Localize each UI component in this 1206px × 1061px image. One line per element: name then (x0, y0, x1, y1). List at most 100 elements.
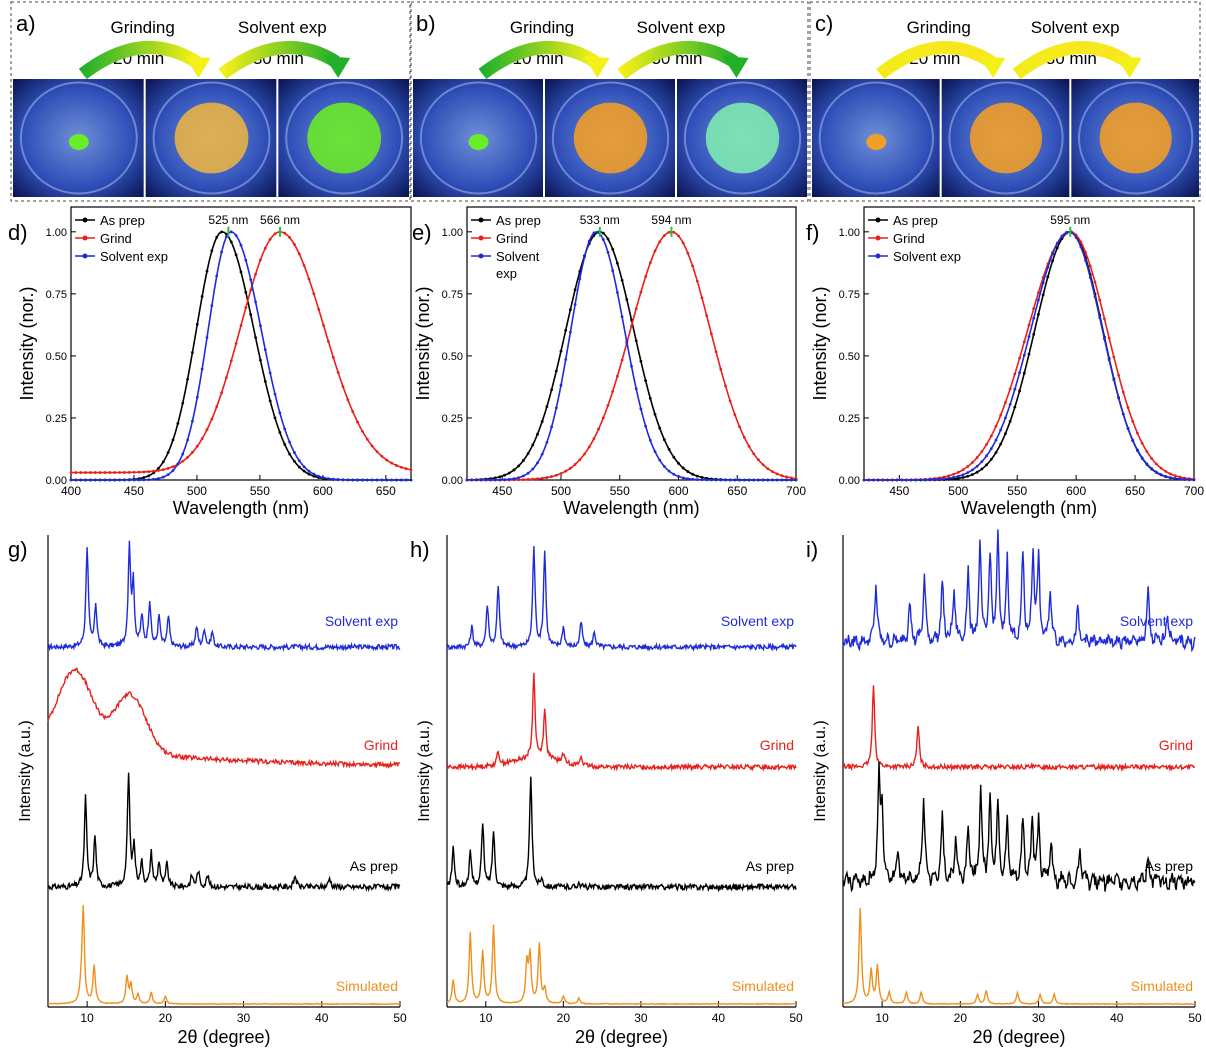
series-marker-solvent_exp (705, 478, 709, 482)
series-marker-solvent_exp (470, 478, 474, 482)
series-marker-as_prep (961, 476, 965, 479)
series-marker-solvent_exp (872, 478, 875, 482)
x-tick-label: 20 (159, 1011, 173, 1025)
series-marker-as_prep (681, 466, 685, 470)
series-marker-solvent_exp (658, 458, 662, 462)
series-marker-solvent_exp (1136, 448, 1139, 452)
series-marker-grind (152, 469, 155, 473)
series-marker-as_prep (186, 377, 189, 381)
series-marker-grind (89, 471, 92, 474)
y-tick-label: 0.75 (442, 289, 463, 301)
series-marker-grind (999, 413, 1003, 417)
series-marker-solvent_exp (536, 461, 539, 465)
series-marker-solvent_exp (1098, 316, 1102, 320)
series-marker-solvent_exp (205, 336, 209, 340)
series-marker-solvent_exp (1051, 252, 1054, 256)
legend-label: Grind (496, 231, 528, 246)
series-marker-solvent_exp (914, 478, 918, 482)
series-marker-solvent_exp (980, 460, 984, 464)
series-marker-grind (127, 470, 131, 474)
photo-1 (413, 79, 543, 197)
series-marker-solvent_exp (161, 475, 165, 479)
series-marker-as_prep (526, 452, 530, 455)
series-marker-as_prep (312, 474, 316, 478)
series-marker-as_prep (1008, 419, 1012, 423)
panel-border (410, 1, 809, 202)
y-tick-label: 1.00 (46, 227, 67, 239)
series-marker-solvent_exp (592, 231, 596, 235)
series-marker-as_prep (176, 422, 180, 425)
series-marker-grind (123, 471, 126, 474)
series-marker-solvent_exp (928, 478, 932, 482)
series-marker-grind (356, 420, 359, 424)
photo-3 (677, 79, 807, 197)
legend-label: Grind (893, 231, 925, 246)
x-tick-label: 10 (479, 1011, 493, 1025)
legend-marker (82, 217, 88, 223)
series-marker-solvent_exp (89, 478, 92, 482)
photo-2 (941, 79, 1070, 197)
series-marker-as_prep (531, 443, 535, 447)
process-arrowhead-2 (324, 56, 351, 78)
series-marker-solvent_exp (1084, 259, 1087, 262)
series-marker-solvent_exp (606, 251, 610, 254)
series-marker-as_prep (648, 396, 652, 400)
step1-label: Grinding (111, 18, 175, 37)
series-marker-grind (390, 461, 393, 465)
series-marker-solvent_exp (738, 478, 741, 482)
y-tick-label: 1.00 (839, 227, 860, 239)
x-tick-label: 500 (948, 484, 968, 498)
series-marker-grind (700, 296, 704, 300)
series-marker-solvent_exp (695, 478, 699, 481)
series-marker-solvent_exp (210, 304, 214, 308)
series-marker-solvent_exp (742, 478, 746, 482)
series-marker-solvent_exp (1018, 371, 1021, 375)
y-tick-label: 0.00 (442, 475, 463, 487)
series-marker-grind (573, 463, 577, 466)
series-marker-as_prep (550, 388, 553, 392)
series-marker-grind (191, 451, 194, 454)
series-marker-grind (545, 476, 549, 479)
series-marker-as_prep (1041, 293, 1045, 297)
series-marker-solvent_exp (947, 476, 951, 480)
series-marker-as_prep (540, 420, 544, 423)
process-arrowhead-1 (979, 56, 1006, 78)
series-marker-solvent_exp (404, 478, 408, 482)
series-marker-solvent_exp (686, 477, 690, 481)
series-marker-grind (695, 279, 699, 283)
series-marker-grind (365, 437, 369, 441)
series-marker-grind (317, 307, 321, 311)
series-marker-solvent_exp (956, 474, 960, 478)
series-marker-solvent_exp (531, 467, 535, 471)
series-marker-as_prep (564, 328, 568, 332)
series-marker-grind (616, 374, 619, 378)
x-tick-label: 20 (557, 1011, 571, 1025)
series-marker-grind (672, 230, 676, 234)
series-marker-solvent_exp (512, 477, 516, 481)
x-axis-label: 2θ (degree) (575, 1027, 668, 1047)
series-marker-solvent_exp (1055, 241, 1059, 245)
series-marker-as_prep (157, 467, 160, 470)
series-marker-as_prep (625, 298, 629, 301)
panel-border (809, 1, 1201, 202)
x-axis-label: Wavelength (nm) (961, 498, 1097, 518)
series-marker-as_prep (288, 452, 291, 456)
photo-1 (13, 79, 144, 197)
series-marker-grind (1173, 474, 1177, 478)
series-marker-as_prep (254, 336, 257, 339)
series-marker-solvent_exp (681, 476, 685, 480)
series-marker-grind (550, 475, 553, 478)
process-arrowhead-1 (583, 56, 610, 78)
series-marker-solvent_exp (268, 371, 272, 375)
series-marker-grind (322, 324, 325, 327)
spectrum-chart-d: d) 400 450 500 550 600 650 0.00 0.25 0.50 0.75 1.00… (8, 206, 413, 518)
series-marker-solvent_exp (1169, 476, 1172, 480)
series-marker-as_prep (691, 472, 694, 476)
peak-annotation: 594 nm (651, 213, 691, 227)
series-marker-as_prep (493, 476, 497, 480)
series-marker-solvent_exp (526, 471, 530, 475)
xrd-trace-simulated (47, 905, 401, 1006)
series-marker-solvent_exp (644, 424, 647, 428)
series-marker-as_prep (971, 473, 974, 476)
series-marker-grind (766, 467, 770, 471)
